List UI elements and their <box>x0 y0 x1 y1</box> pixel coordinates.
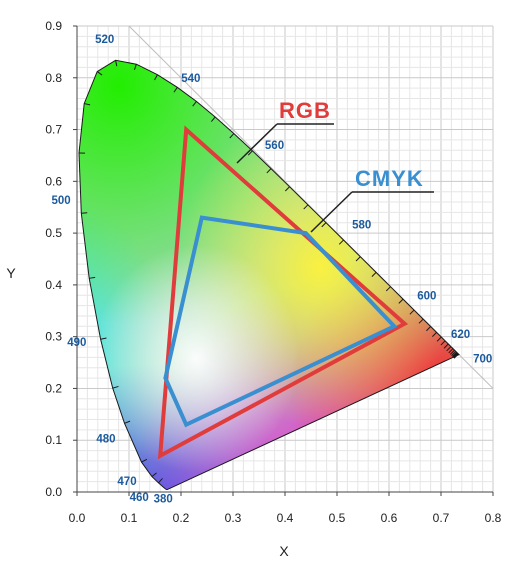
wavelength-label: 380 <box>154 493 173 505</box>
locus-tick <box>89 276 96 279</box>
y-tick-label: 0.1 <box>45 433 62 447</box>
locus-tick <box>451 350 457 356</box>
y-tick-label: 0.9 <box>45 19 62 33</box>
y-tick-label: 0.6 <box>45 174 62 188</box>
y-tick-label: 0.3 <box>45 330 62 344</box>
locus-tick <box>141 458 148 463</box>
rgb-label: RGB <box>279 98 331 123</box>
locus-tick <box>284 186 290 192</box>
locus-tick <box>398 298 404 304</box>
wavelength-label: 500 <box>52 195 71 207</box>
locus-tick <box>158 478 163 484</box>
locus-tick <box>443 343 449 349</box>
wavelength-label: 520 <box>95 34 114 46</box>
locus-tick <box>426 326 432 332</box>
x-tick-label: 0.3 <box>225 511 242 525</box>
locus-tick <box>115 60 118 67</box>
locus-tick <box>124 420 131 424</box>
locus-tick <box>210 116 216 122</box>
locus-tick <box>453 352 458 358</box>
x-tick-label: 0.6 <box>381 511 398 525</box>
locus-tick <box>432 332 437 337</box>
wavelength-label: 480 <box>96 434 115 446</box>
locus-tick <box>338 239 344 245</box>
locus-tick <box>151 472 157 478</box>
locus-tick <box>355 256 361 262</box>
x-tick-label: 0.5 <box>329 511 346 525</box>
gamut-rgb-polygon <box>157 125 409 460</box>
x-tick-label: 0.0 <box>69 511 86 525</box>
gamut-triangles <box>157 125 409 460</box>
locus-tick <box>100 337 107 340</box>
x-tick-label: 0.8 <box>485 511 502 525</box>
x-tick-label: 0.1 <box>121 511 138 525</box>
x-axis-label: X <box>279 543 289 559</box>
y-tick-label: 0.2 <box>45 381 62 395</box>
locus-tick <box>436 336 442 342</box>
locus-tick <box>173 87 178 93</box>
locus-tick <box>418 318 424 324</box>
locus-tick <box>84 103 91 106</box>
locus-tick <box>247 150 253 156</box>
x-axis-ticks: 0.0 0.1 0.2 0.3 0.4 0.5 0.6 0.7 0.8 <box>69 492 502 525</box>
locus-tick <box>303 204 309 210</box>
wavelength-label: 540 <box>181 73 200 85</box>
y-tick-label: 0.5 <box>45 226 62 240</box>
wavelength-label: 580 <box>352 219 371 231</box>
locus-tick <box>452 352 458 358</box>
locus-tick <box>448 348 454 354</box>
locus-tick <box>452 351 457 357</box>
locus-tick <box>321 222 327 228</box>
x-tick-label: 0.2 <box>173 511 190 525</box>
y-axis-label: Y <box>6 265 16 281</box>
y-tick-label: 0.8 <box>45 71 62 85</box>
wavelength-label: 490 <box>67 337 86 349</box>
locus-tick <box>112 385 119 389</box>
locus-tick <box>266 168 272 174</box>
locus-tick <box>192 101 197 107</box>
spectral-locus-outline <box>78 59 460 490</box>
rgb-leader-line <box>236 123 278 164</box>
gamut-annotations: RGB CMYK <box>236 98 434 233</box>
wavelength-label: 600 <box>417 291 436 303</box>
y-tick-label: 0.7 <box>45 123 62 137</box>
x-tick-label: 0.7 <box>433 511 450 525</box>
spectral-locus-ticks <box>79 60 459 484</box>
locus-tick <box>229 133 235 139</box>
locus-tick <box>453 353 459 359</box>
locus-tick <box>96 71 103 76</box>
y-axis-ticks: 0.0 0.1 0.2 0.3 0.4 0.5 0.6 0.7 0.8 0.9 <box>45 19 77 499</box>
locus-tick <box>133 64 137 71</box>
cmyk-label: CMYK <box>355 166 424 191</box>
locus-tick <box>449 349 455 355</box>
locus-tick <box>453 353 459 359</box>
locus-tick <box>409 309 415 315</box>
locus-tick <box>371 272 377 277</box>
wavelength-label: 560 <box>265 140 284 152</box>
locus-tick <box>385 286 391 292</box>
wavelength-label: 460 <box>130 492 149 504</box>
gamut-cmyk-polygon <box>163 215 398 428</box>
locus-tick <box>440 340 446 346</box>
x-tick-label: 0.4 <box>277 511 294 525</box>
y-tick-label: 0.4 <box>45 278 62 292</box>
wavelength-label: 620 <box>451 329 470 341</box>
wavelength-label: 700 <box>473 353 492 365</box>
locus-tick <box>154 74 158 81</box>
cmyk-leader-line <box>310 191 353 233</box>
wavelength-label: 470 <box>117 476 136 488</box>
locus-tick <box>446 346 452 352</box>
y-tick-label: 0.0 <box>45 485 62 499</box>
